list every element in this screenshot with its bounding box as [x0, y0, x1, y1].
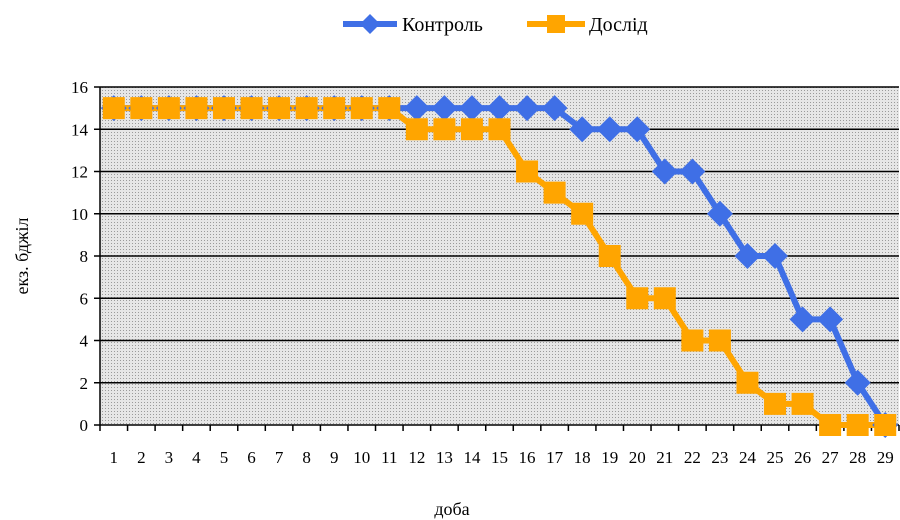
x-tick-label: 5	[220, 448, 229, 467]
data-point-square	[874, 414, 897, 436]
data-point-square	[185, 97, 208, 120]
x-tick-label: 6	[247, 448, 256, 467]
x-tick-label: 12	[408, 448, 425, 467]
data-point-square	[405, 118, 428, 141]
data-point-diamond	[651, 158, 678, 185]
x-tick-label: 24	[739, 448, 757, 467]
x-tick-label: 29	[877, 448, 894, 467]
y-tick-label: 16	[71, 78, 88, 97]
x-tick-label: 2	[137, 448, 146, 467]
data-point-square	[240, 97, 263, 120]
y-tick-label: 0	[80, 416, 89, 435]
y-tick-labels: 0 2 4 6 8 10 12 14 16	[71, 78, 89, 435]
data-point-square	[157, 97, 180, 120]
data-point-square	[571, 202, 594, 225]
series-markers	[100, 95, 899, 438]
axes	[99, 87, 899, 426]
x-tick-label: 26	[794, 448, 811, 467]
y-tick-label: 4	[80, 332, 89, 351]
x-tick-label: 1	[110, 448, 119, 467]
data-point-square	[764, 392, 787, 415]
legend-label-control: Контроль	[402, 14, 483, 36]
x-tick-label: 4	[192, 448, 201, 467]
data-point-diamond	[789, 306, 816, 333]
data-point-diamond	[569, 116, 596, 143]
y-tick-label: 8	[80, 247, 89, 266]
data-point-square	[323, 97, 346, 120]
x-tick-label: 9	[330, 448, 339, 467]
data-point-square	[433, 118, 456, 141]
data-point-square	[212, 97, 235, 120]
x-axis-label: доба	[434, 499, 469, 519]
data-point-diamond	[486, 95, 513, 122]
legend: Контроль Дослід	[343, 14, 648, 36]
x-tick-labels: 1 2 3 4 5 6 7 8 9 10 11 12 13 14 15 16 17 18 19 20 21 22 23 24 2…	[99, 425, 900, 467]
x-tick-label: 19	[601, 448, 618, 467]
x-tick-label: 15	[491, 448, 508, 467]
data-point-square	[736, 371, 759, 394]
data-point-diamond	[679, 158, 706, 185]
x-tick-label: 21	[656, 448, 673, 467]
data-point-square	[543, 181, 566, 204]
data-point-square	[708, 329, 731, 352]
x-tick-label: 16	[519, 448, 536, 467]
data-point-square	[598, 245, 621, 267]
data-point-diamond	[844, 369, 871, 396]
y-tick-label: 6	[80, 289, 89, 308]
legend-marker-diamond-icon	[360, 14, 380, 34]
x-tick-label: 14	[463, 448, 481, 467]
data-point-diamond	[624, 116, 651, 143]
legend-item-control: Контроль	[343, 14, 483, 36]
data-point-square	[653, 287, 676, 310]
data-point-square	[350, 97, 373, 120]
data-point-square	[295, 97, 318, 120]
data-point-diamond	[541, 95, 568, 122]
data-point-square	[460, 118, 483, 141]
data-point-diamond	[514, 95, 541, 122]
data-point-square	[846, 414, 869, 436]
x-tick-label: 25	[767, 448, 784, 467]
x-tick-label: 8	[302, 448, 311, 467]
data-point-diamond	[431, 95, 458, 122]
data-point-diamond	[734, 243, 761, 269]
data-point-square	[488, 118, 511, 141]
y-tick-label: 2	[80, 374, 89, 393]
data-point-square	[819, 414, 842, 436]
x-tick-label: 11	[381, 448, 397, 467]
data-point-square	[681, 329, 704, 352]
data-point-square	[378, 97, 401, 120]
data-point-diamond	[596, 116, 623, 143]
data-point-square	[516, 160, 539, 183]
data-point-square	[102, 97, 125, 120]
data-point-diamond	[706, 200, 733, 227]
data-point-square	[268, 97, 291, 120]
x-tick-label: 20	[629, 448, 646, 467]
y-tick-label: 10	[71, 205, 88, 224]
x-tick-label: 7	[275, 448, 284, 467]
x-tick-label: 10	[353, 448, 370, 467]
y-axis-label: екз. бджіл	[12, 218, 32, 295]
data-point-diamond	[458, 95, 485, 122]
x-tick-label: 27	[822, 448, 840, 467]
data-point-diamond	[817, 306, 844, 333]
data-point-square	[626, 287, 649, 310]
data-point-diamond	[403, 95, 430, 122]
x-tick-label: 23	[711, 448, 728, 467]
data-point-square	[130, 97, 153, 120]
y-tick-label: 14	[71, 120, 89, 139]
y-tick-label: 12	[71, 163, 88, 182]
x-tick-label: 18	[574, 448, 591, 467]
x-tick-label: 17	[546, 448, 564, 467]
legend-item-experiment: Дослід	[527, 14, 648, 36]
data-point-diamond	[762, 243, 789, 269]
data-point-square	[791, 392, 814, 415]
x-tick-label: 3	[165, 448, 174, 467]
x-tick-label: 13	[436, 448, 453, 467]
x-tick-label: 28	[849, 448, 866, 467]
legend-marker-square-icon	[547, 15, 565, 33]
legend-label-experiment: Дослід	[589, 14, 648, 36]
x-tick-label: 22	[684, 448, 701, 467]
